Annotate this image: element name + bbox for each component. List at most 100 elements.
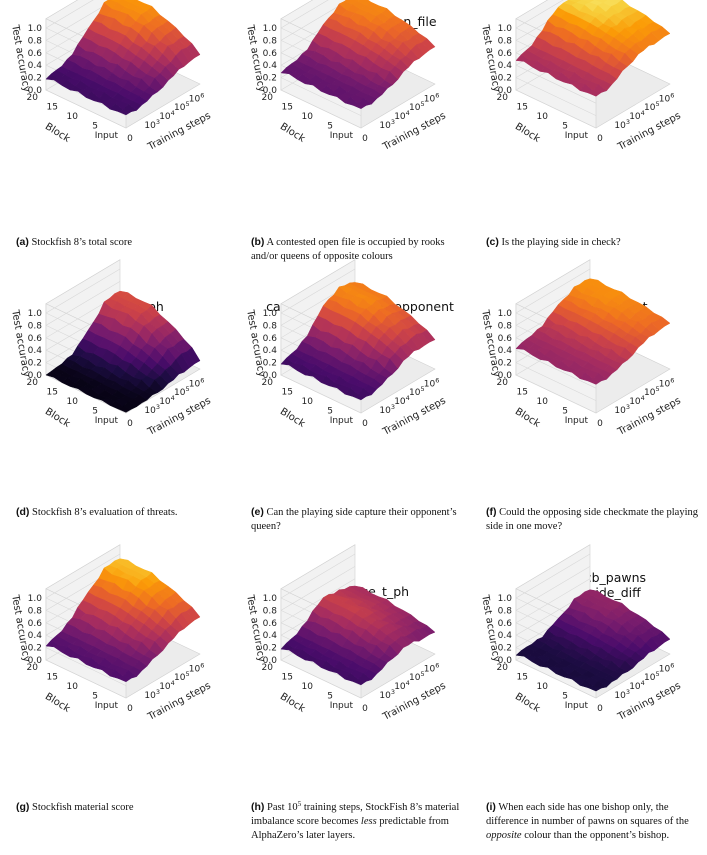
- z-tick-label: 0.0: [498, 656, 513, 666]
- caption-tag: (b): [251, 236, 265, 248]
- block-tick-label: Input: [95, 131, 119, 141]
- surface-plot: has_contested_open_file0.00.20.40.60.81.…: [244, 0, 448, 153]
- steps-tick-label: 0: [127, 704, 133, 714]
- surface-face: [656, 26, 671, 37]
- figure-caption: (b) A contested open file is occupied by…: [251, 235, 469, 264]
- steps-tick-label: 103: [144, 118, 160, 131]
- chart-panel: num_scb_pawnsother_side_diff0.00.20.40.6…: [478, 544, 707, 855]
- steps-tick-label: 106: [189, 376, 205, 389]
- steps-tick-label: 106: [659, 376, 675, 389]
- z-tick-label: 0.2: [28, 644, 42, 654]
- z-tick-label: 0.8: [263, 606, 278, 616]
- block-tick-label: 20: [262, 378, 274, 388]
- steps-tick-label: 104: [159, 109, 175, 122]
- caption-text: Stockfish 8’s total score: [31, 237, 133, 248]
- surface-face: [186, 606, 201, 621]
- steps-tick-label: 103: [614, 118, 630, 131]
- caption-text: Can the playing side capture their oppon…: [251, 507, 457, 532]
- z-tick-label: 0.8: [498, 321, 513, 331]
- steps-tick-label: 104: [394, 679, 410, 692]
- z-tick-label: 0.6: [498, 49, 513, 59]
- steps-tick-label: 105: [409, 100, 425, 113]
- z-tick-label: 0.0: [28, 656, 43, 666]
- z-tick-label: 0.4: [263, 346, 278, 356]
- block-tick-label: 20: [497, 663, 509, 673]
- figure-caption: (h) Past 105 training steps, StockFish 8…: [251, 800, 469, 843]
- block-tick-label: 5: [327, 122, 333, 132]
- steps-tick-label: 104: [629, 394, 645, 407]
- z-tick-label: 0.4: [498, 61, 513, 71]
- steps-tick-label: 104: [629, 109, 645, 122]
- block-tick-label: 15: [282, 673, 293, 683]
- caption-text: opposite: [486, 830, 522, 841]
- z-tick-label: 0.4: [28, 61, 43, 71]
- caption-text: Past 10: [267, 802, 298, 813]
- z-tick-label: 0.6: [28, 619, 43, 629]
- surface-face: [421, 38, 436, 51]
- z-tick-label: 0.2: [263, 74, 277, 84]
- z-tick-label: 0.0: [263, 656, 278, 666]
- surface-face: [656, 316, 671, 327]
- caption-tag: (f): [486, 506, 497, 518]
- block-tick-label: Input: [330, 131, 354, 141]
- z-tick-label: 0.2: [263, 359, 277, 369]
- z-tick-label: 1.0: [263, 24, 278, 34]
- block-tick-label: 20: [262, 93, 274, 103]
- caption-text: training steps, StockFish 8’s material i…: [251, 802, 460, 827]
- block-tick-label: 15: [282, 103, 293, 113]
- figure-caption: (c) Is the playing side in check?: [486, 235, 704, 250]
- z-tick-label: 1.0: [263, 594, 278, 604]
- block-tick-label: Input: [565, 131, 589, 141]
- z-tick-label: 1.0: [28, 24, 43, 34]
- block-tick-label: 10: [67, 682, 79, 692]
- block-tick-label: 10: [302, 682, 314, 692]
- block-axis-label: Block: [513, 121, 542, 145]
- chart-panel: can_capture_queen_opponent0.00.20.40.60.…: [243, 259, 478, 570]
- chart-panel: has_contested_open_file0.00.20.40.60.81.…: [243, 0, 478, 285]
- z-tick-label: 0.0: [498, 371, 513, 381]
- z-tick-label: 1.0: [498, 594, 513, 604]
- z-tick-label: 0.8: [28, 606, 43, 616]
- block-tick-label: 15: [517, 388, 528, 398]
- block-tick-label: 10: [67, 397, 79, 407]
- figure-caption: (e) Can the playing side capture their o…: [251, 505, 469, 534]
- z-tick-label: 0.0: [498, 86, 513, 96]
- z-tick-label: 0.0: [263, 371, 278, 381]
- z-tick-label: 0.6: [263, 619, 278, 629]
- figure-caption: (i) When each side has one bishop only, …: [486, 800, 704, 843]
- steps-tick-label: 104: [159, 679, 175, 692]
- block-tick-label: 15: [47, 103, 58, 113]
- z-tick-label: 0.6: [263, 334, 278, 344]
- steps-tick-label: 103: [379, 688, 395, 701]
- z-tick-label: 0.4: [498, 346, 513, 356]
- block-axis-label: Block: [43, 121, 72, 145]
- steps-tick-label: 106: [424, 91, 440, 104]
- figure-caption: (g) Stockfish material score: [16, 800, 234, 815]
- block-tick-label: 20: [497, 378, 509, 388]
- z-tick-label: 1.0: [498, 309, 513, 319]
- block-tick-label: 20: [27, 663, 39, 673]
- block-tick-label: Input: [95, 701, 119, 711]
- surface-plot: num_scb_pawnsother_side_diff0.00.20.40.6…: [479, 544, 683, 723]
- z-tick-label: 0.8: [28, 36, 43, 46]
- caption-tag: (c): [486, 236, 499, 248]
- block-tick-label: 15: [517, 673, 528, 683]
- steps-tick-label: 104: [394, 394, 410, 407]
- z-tick-label: 0.4: [263, 61, 278, 71]
- figure-caption: (a) Stockfish 8’s total score: [16, 235, 234, 250]
- z-tick-label: 0.4: [263, 631, 278, 641]
- surface-face: [186, 347, 201, 365]
- block-tick-label: 20: [27, 378, 39, 388]
- caption-text: less: [360, 816, 377, 827]
- z-tick-label: 1.0: [28, 594, 43, 604]
- z-tick-label: 0.0: [263, 86, 278, 96]
- caption-text: predictable from AlphaZero’s later layer…: [251, 816, 449, 841]
- steps-tick-label: 105: [409, 670, 425, 683]
